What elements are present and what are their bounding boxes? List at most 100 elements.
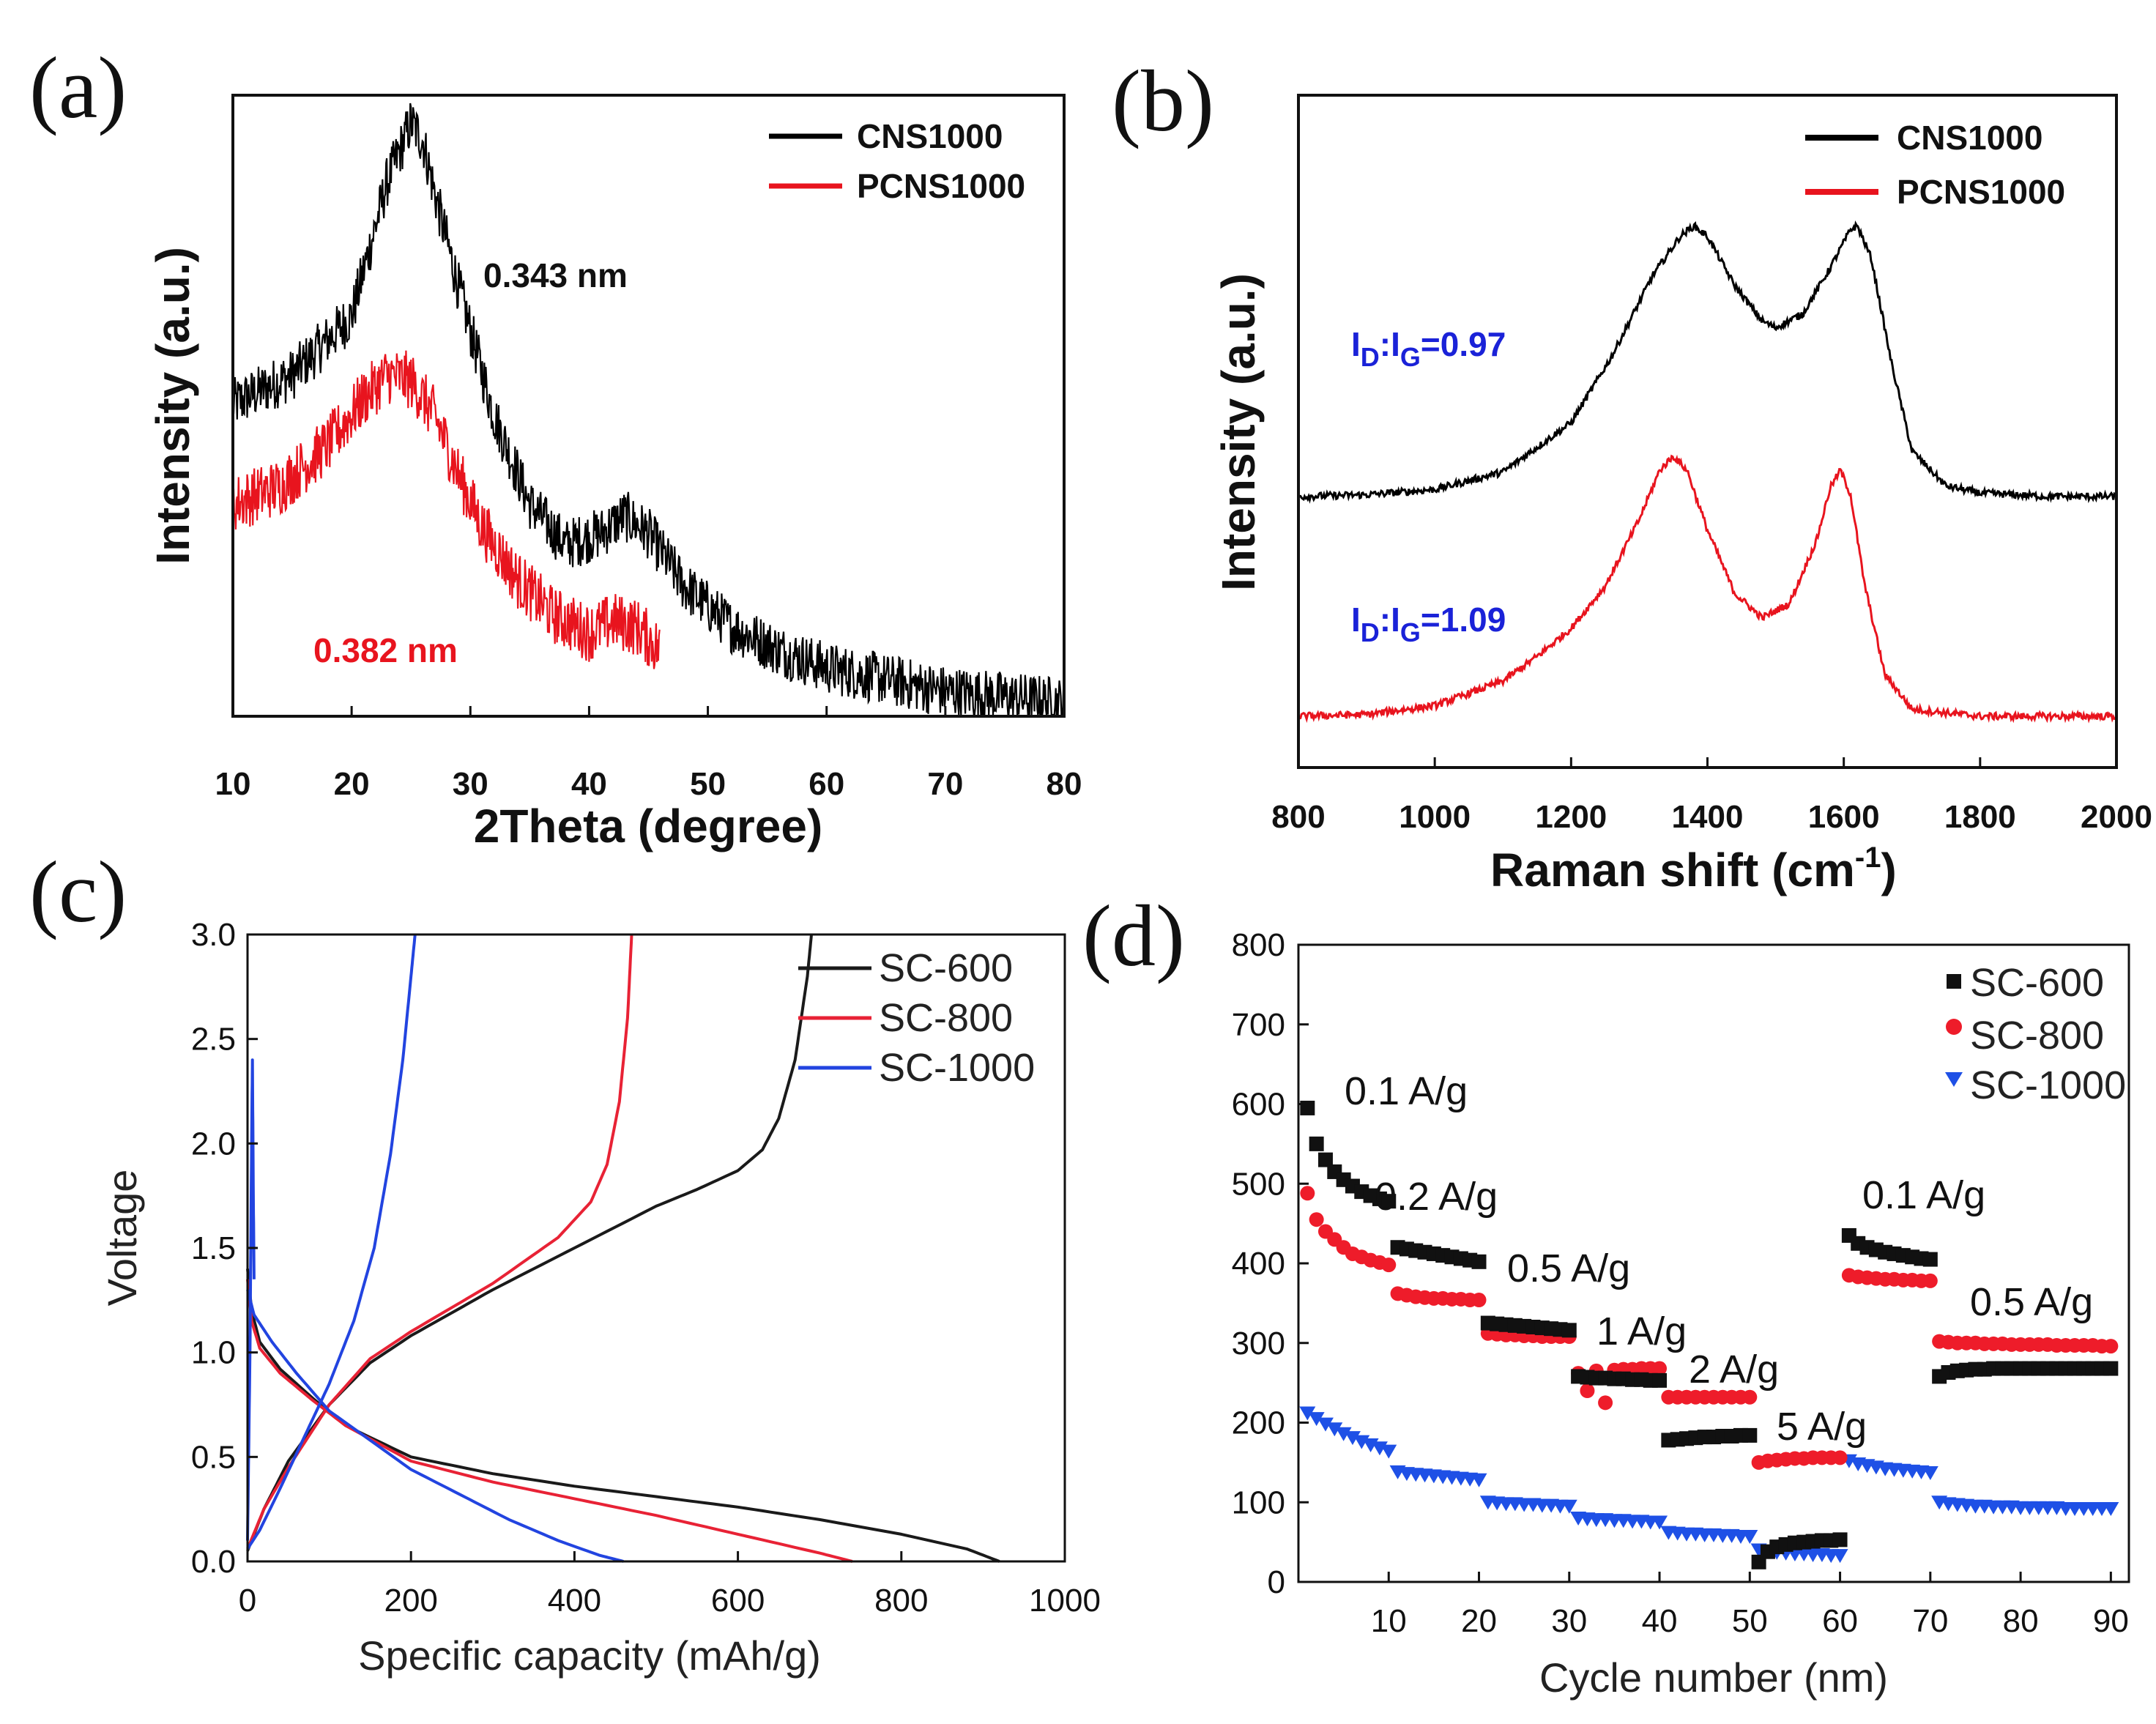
panel-d: (d) 10 20 30 40 50 60 70 80 90 0 100 200 300 400 500 60… [1082, 887, 2130, 1701]
data-point-sc-800-cycle-90 [2103, 1339, 2119, 1354]
panel-b: (b) 800 1000 1200 1400 1600 1800 2000 Raman sh… [1112, 52, 2152, 896]
panel-c-legend: SC-600 SC-800 SC-1000 [798, 946, 1035, 1090]
panel-a-legend: CNS1000 PCNS1000 [769, 117, 1025, 205]
panel-label-c: (c) [29, 843, 127, 940]
panel-c-y-tick-label-3-0: 3.0 [191, 917, 236, 953]
data-point-sc-1000-cycle-2 [1308, 1412, 1325, 1427]
panel-c-plot-area [246, 934, 1000, 1563]
rate-label-2: 2 A/g [1689, 1348, 1779, 1392]
panel-c-ticks: 0 200 400 600 800 1000 0.0 0.5 1.0 1.5 2.0 2.5 3.0 [191, 917, 1101, 1619]
panel-a-x-tick-label-20: 20 [334, 766, 370, 802]
panel-d-x-tick-label-70: 70 [1912, 1603, 1948, 1639]
panel-d-y-tick-label-800: 800 [1232, 927, 1285, 963]
data-point-sc-600-cycle-2 [1309, 1136, 1324, 1151]
data-point-sc-800-cycle-10 [1381, 1257, 1397, 1273]
data-point-sc-1000-cycle-60 [1832, 1549, 1848, 1564]
panel-a-axes-frame [231, 94, 1066, 718]
panel-a-x-tick-label-40: 40 [571, 766, 607, 802]
panel-a-x-tick-label-30: 30 [453, 766, 488, 802]
panel-d-y-tick-label-300: 300 [1232, 1326, 1285, 1361]
data-point-sc-1000-cycle-90 [2103, 1501, 2119, 1516]
panel-c-x-tick-label-1000: 1000 [1029, 1583, 1101, 1619]
series-line-pcns1000 [1297, 454, 2118, 724]
rate-label-0-5-first: 0.5 A/g [1507, 1246, 1630, 1290]
legend-label-sc1000-c: SC-1000 [879, 1046, 1035, 1090]
panel-d-ticks: 10 20 30 40 50 60 70 80 90 0 100 200 300 400 500 600 700… [1232, 927, 2129, 1639]
legend-marker-sc800-d [1946, 1019, 1962, 1035]
panel-d-plot-area [1299, 1100, 2119, 1569]
data-point-sc-800-cycle-32 [1580, 1383, 1595, 1398]
legend-label-pcns1000: PCNS1000 [857, 167, 1025, 205]
data-point-sc-1000-cycle-4 [1326, 1422, 1343, 1437]
data-point-sc-600-cycle-1 [1300, 1100, 1315, 1115]
panel-d-y-tick-label-0: 0 [1268, 1564, 1285, 1600]
rate-label-0-5-second: 0.5 A/g [1970, 1280, 2093, 1324]
panel-d-y-tick-label-200: 200 [1232, 1405, 1285, 1441]
data-point-sc-800-cycle-50 [1742, 1389, 1758, 1405]
panel-a-x-tick-label-10: 10 [215, 766, 251, 802]
panel-b-x-tick-label-2000: 2000 [2081, 799, 2152, 835]
panel-label-a: (a) [29, 39, 127, 136]
data-point-sc-1000-cycle-20 [1471, 1473, 1487, 1487]
panel-b-x-tick-label-1000: 1000 [1399, 799, 1471, 835]
panel-d-x-tick-label-60: 60 [1822, 1603, 1858, 1639]
rate-label-0-2: 0.2 A/g [1375, 1175, 1498, 1219]
legend-marker-sc1000-d [1945, 1072, 1963, 1087]
panel-b-x-tick-label-1800: 1800 [1944, 799, 2016, 835]
data-point-sc-1000-cycle-40 [1651, 1515, 1668, 1530]
series-line-sc-1000-discharge [246, 1289, 624, 1563]
series-line-cns1000 [1298, 220, 2118, 504]
data-point-sc-600-cycle-30 [1561, 1323, 1577, 1338]
panel-b-y-axis-title: Intensity (a.u.) [1212, 273, 1265, 591]
panel-d-x-tick-label-10: 10 [1371, 1603, 1407, 1639]
series-line-pcns1000 [231, 350, 661, 669]
panel-b-x-ticks: 800 1000 1200 1400 1600 1800 2000 [1271, 757, 2152, 835]
data-point-sc-1000-cycle-5 [1335, 1427, 1352, 1441]
data-point-sc-800-cycle-20 [1471, 1293, 1487, 1308]
panel-b-x-tick-label-1600: 1600 [1808, 799, 1880, 835]
data-point-sc-1000-cycle-10 [1380, 1444, 1397, 1459]
series-line-sc-1000-charge [246, 934, 417, 1550]
data-point-sc-1000-cycle-30 [1561, 1499, 1577, 1514]
legend-marker-sc600-d [1947, 974, 1961, 989]
panel-label-d: (d) [1082, 887, 1185, 984]
panel-d-x-axis-title: Cycle number (nm) [1539, 1654, 1888, 1701]
panel-a-x-ticks: 10 20 30 40 50 60 70 80 [215, 706, 1082, 802]
panel-b-x-axis-title: Raman shift (cm-1) [1490, 841, 1897, 896]
panel-c: (c) 0 200 400 600 800 1000 0.0 0.5 1.0 1.5 2.0 2.5 3… [29, 843, 1101, 1679]
series-line-sc-1000-initial [246, 1058, 256, 1541]
data-point-sc-600-cycle-3 [1317, 1152, 1333, 1167]
data-point-sc-1000-cycle-50 [1741, 1530, 1758, 1545]
panel-c-x-tick-label-400: 400 [548, 1583, 601, 1619]
panel-d-y-tick-label-100: 100 [1232, 1485, 1285, 1520]
panel-c-y-tick-label-1-0: 1.0 [191, 1335, 236, 1371]
panel-d-x-tick-label-40: 40 [1642, 1603, 1678, 1639]
panel-label-b: (b) [1112, 52, 1214, 149]
panel-c-y-tick-label-1-5: 1.5 [191, 1230, 236, 1266]
legend-label-cns1000: CNS1000 [857, 117, 1003, 155]
rate-label-1: 1 A/g [1596, 1309, 1687, 1353]
panel-c-y-tick-label-0-5: 0.5 [191, 1439, 236, 1475]
legend-label-sc800-c: SC-800 [879, 996, 1013, 1040]
panel-b-plot-area [1297, 220, 2118, 724]
legend-label-cns1000-b: CNS1000 [1897, 119, 2042, 157]
legend-label-sc600-c: SC-600 [879, 946, 1013, 990]
series-line-sc-800-discharge [246, 1279, 853, 1563]
data-point-sc-600-cycle-60 [1832, 1532, 1848, 1547]
data-point-sc-600-cycle-40 [1652, 1372, 1668, 1388]
data-point-sc-800-cycle-40 [1652, 1361, 1668, 1376]
panel-c-x-tick-label-0: 0 [239, 1583, 256, 1619]
data-point-sc-800-cycle-34 [1598, 1395, 1613, 1411]
panel-c-x-tick-label-200: 200 [384, 1583, 437, 1619]
panel-d-x-tick-label-80: 80 [2003, 1603, 2039, 1639]
panel-c-y-tick-label-2-0: 2.0 [191, 1126, 236, 1162]
panel-d-y-tick-label-400: 400 [1232, 1246, 1285, 1282]
rate-label-5: 5 A/g [1777, 1405, 1867, 1449]
data-point-sc-1000-cycle-1 [1299, 1406, 1316, 1421]
panel-d-x-tick-label-20: 20 [1461, 1603, 1497, 1639]
panel-c-x-tick-label-800: 800 [874, 1583, 928, 1619]
panel-a-y-axis-title: Intensity (a.u.) [146, 247, 199, 565]
data-point-sc-600-cycle-70 [1922, 1252, 1938, 1267]
data-point-sc-600-cycle-90 [2103, 1361, 2119, 1376]
